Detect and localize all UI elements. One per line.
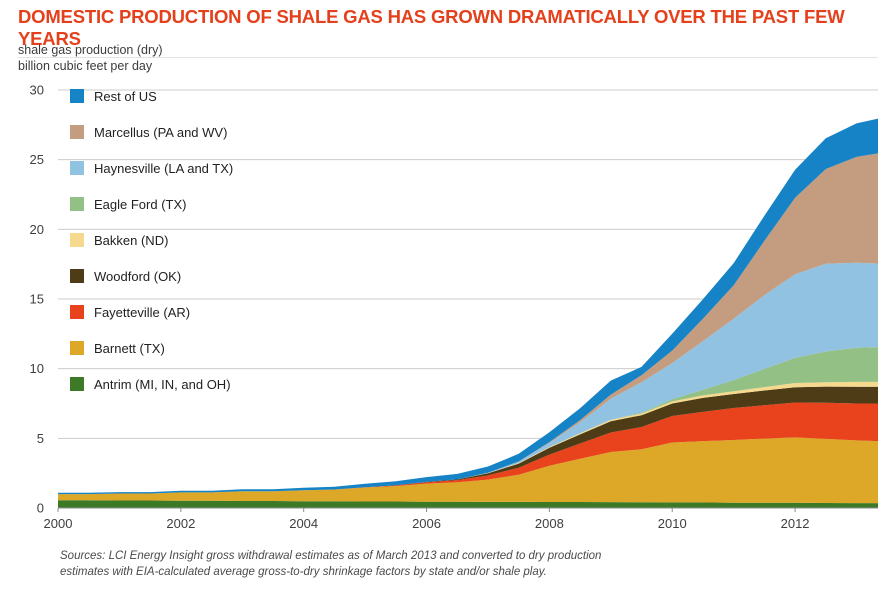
area-marcellus-pa-and-wv — [58, 153, 878, 495]
legend-swatch — [70, 377, 84, 391]
legend-item-bakken-nd: Bakken (ND) — [70, 232, 233, 248]
legend-swatch — [70, 269, 84, 283]
legend-item-barnett-tx: Barnett (TX) — [70, 340, 233, 356]
area-barnett-tx — [58, 437, 878, 504]
legend-swatch — [70, 125, 84, 139]
x-tick-label-2002: 2002 — [166, 516, 195, 531]
legend-item-haynesville-la-and-tx: Haynesville (LA and TX) — [70, 160, 234, 176]
area-woodford-ok — [58, 386, 878, 495]
area-fayetteville-ar — [58, 402, 878, 495]
y-tick-label-0: 0 — [37, 501, 44, 516]
x-tick-label-2008: 2008 — [535, 516, 564, 531]
area-haynesville-la-and-tx — [58, 262, 878, 495]
y-tick-label-15: 15 — [30, 292, 44, 307]
legend-item-antrim-mi-in-and-oh: Antrim (MI, IN, and OH) — [70, 376, 233, 392]
y-tick-label-30: 30 — [30, 83, 44, 98]
y-axis-caption-line1: shale gas production (dry) — [18, 43, 163, 57]
legend-swatch — [70, 341, 84, 355]
x-tick-label-2012: 2012 — [781, 516, 810, 531]
y-axis-caption: shale gas production (dry) billion cubic… — [18, 42, 163, 75]
legend-swatch — [70, 233, 84, 247]
page-title: DOMESTIC PRODUCTION OF SHALE GAS HAS GRO… — [18, 6, 878, 58]
source-note-line2: estimates with EIA-calculated average gr… — [60, 566, 547, 579]
source-note-line1: Sources: LCI Energy Insight gross withdr… — [60, 550, 602, 562]
legend-swatch — [70, 197, 84, 211]
legend-item-fayetteville-ar: Fayetteville (AR) — [70, 304, 233, 320]
legend-label: Antrim (MI, IN, and OH) — [94, 376, 231, 392]
legend-label: Fayetteville (AR) — [94, 304, 191, 320]
legend-swatch — [70, 89, 84, 103]
legend-label: Woodford (OK) — [94, 268, 182, 284]
source-note: Sources: LCI Energy Insight gross withdr… — [60, 548, 601, 580]
legend-label: Bakken (ND) — [94, 232, 169, 248]
y-tick-label-20: 20 — [30, 222, 44, 237]
chart-legend: Rest of US Marcellus (PA and WV) Haynesvil… — [70, 89, 233, 413]
y-tick-label-25: 25 — [30, 152, 44, 167]
legend-item-marcellus-pa-and-wv: Marcellus (PA and WV) — [70, 124, 233, 140]
area-eagle-ford-tx — [58, 347, 878, 495]
x-tick-label-2000: 2000 — [44, 516, 73, 531]
x-tick-label-2006: 2006 — [412, 516, 441, 531]
legend-label: Rest of US — [94, 88, 157, 104]
legend-swatch — [70, 161, 84, 175]
legend-item-rest-of-us: Rest of US — [70, 88, 233, 104]
legend-label: Marcellus (PA and WV) — [94, 124, 228, 140]
legend-swatch — [70, 305, 84, 319]
area-antrim-mi-in-and-oh — [58, 500, 878, 508]
y-axis-caption-line2: billion cubic feet per day — [18, 59, 153, 74]
legend-label: Eagle Ford (TX) — [94, 196, 187, 212]
legend-label: Barnett (TX) — [94, 340, 165, 356]
legend-label: Haynesville (LA and TX) — [94, 160, 234, 176]
x-tick-label-2010: 2010 — [658, 516, 687, 531]
legend-item-woodford-ok: Woodford (OK) — [70, 268, 233, 284]
area-rest-of-us — [58, 118, 878, 495]
x-tick-label-2004: 2004 — [289, 516, 318, 531]
y-tick-label-5: 5 — [37, 431, 44, 446]
y-tick-label-10: 10 — [30, 361, 44, 376]
legend-item-eagle-ford-tx: Eagle Ford (TX) — [70, 196, 233, 212]
